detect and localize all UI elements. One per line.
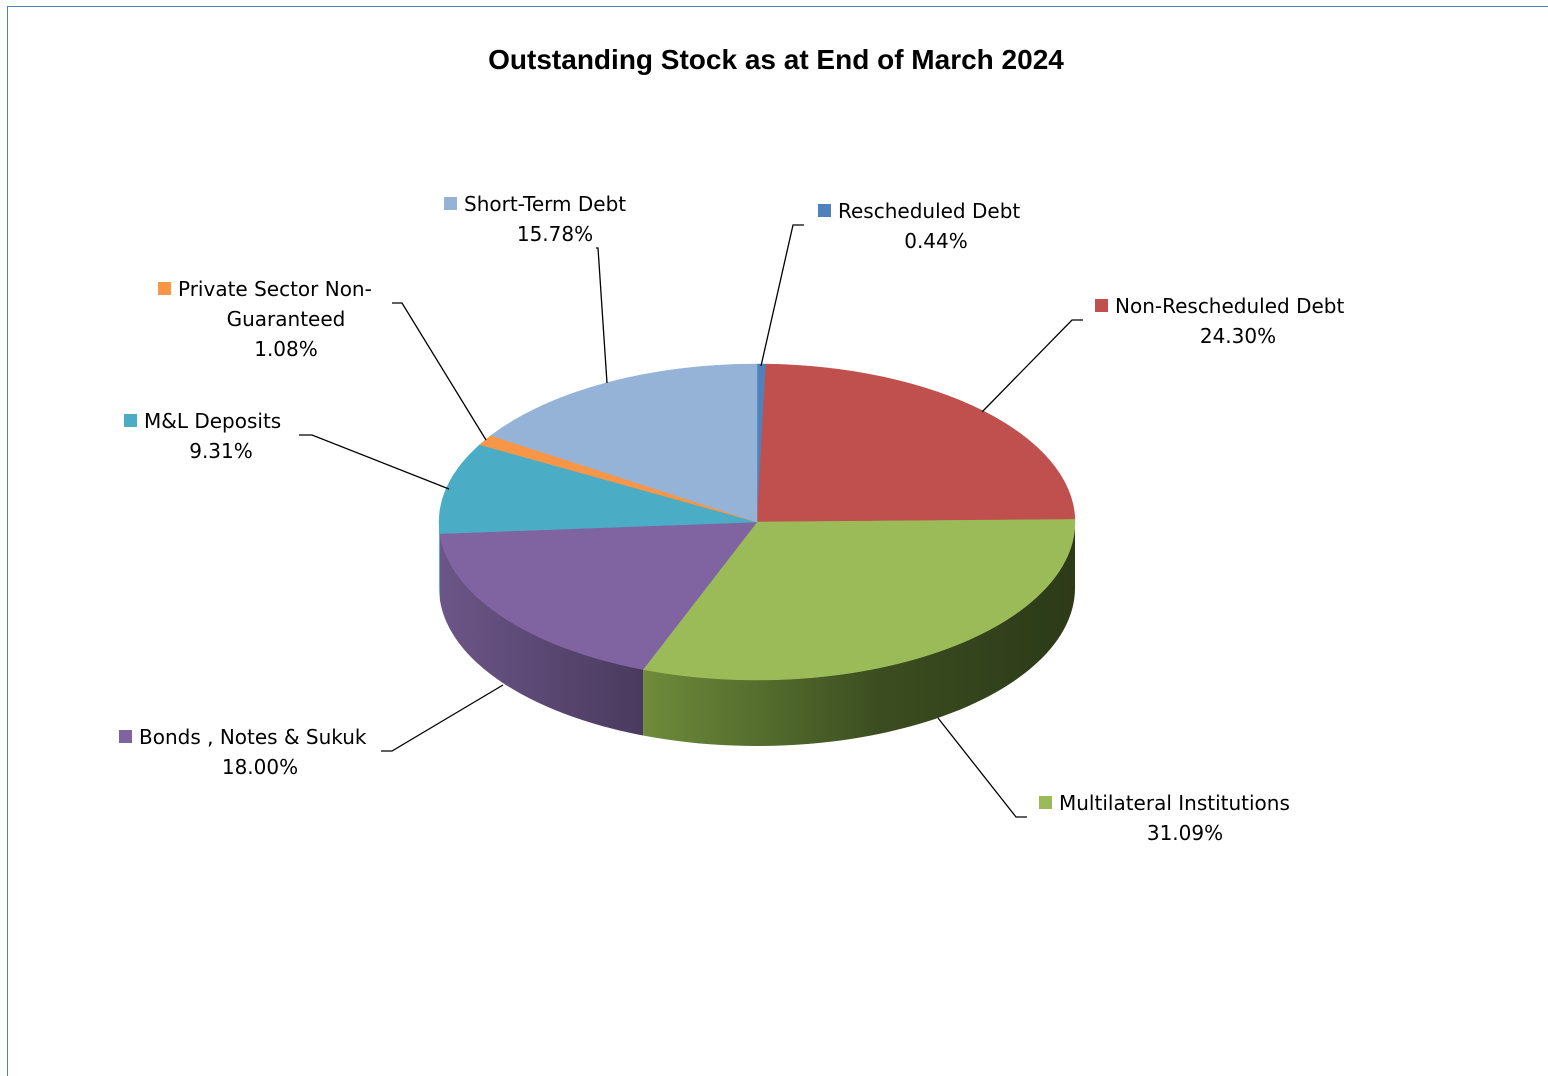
leader-lines bbox=[299, 224, 1083, 818]
category-label-private-sector-non-guaranteed: Guaranteed bbox=[227, 307, 346, 331]
slice-multilateral-institutions bbox=[642, 519, 1076, 681]
side-bonds-notes-sukuk bbox=[439, 533, 644, 736]
category-label-non-rescheduled-debt: Non-Rescheduled Debt bbox=[1115, 294, 1344, 318]
legend-key-multilateral-institutions bbox=[1039, 796, 1052, 809]
category-label-rescheduled-debt: Rescheduled Debt bbox=[838, 199, 1020, 223]
leader-line-non-rescheduled-debt bbox=[981, 319, 1083, 413]
leader-line-m-l-deposits bbox=[299, 434, 450, 490]
legend-key-bonds-notes-sukuk bbox=[119, 730, 132, 743]
pie-sides bbox=[439, 522, 1075, 747]
value-label-m-l-deposits: 9.31% bbox=[189, 439, 253, 463]
legend-key-m-l-deposits bbox=[124, 414, 137, 427]
value-label-short-term-debt: 15.78% bbox=[517, 222, 593, 246]
side-multilateral-institutions bbox=[643, 522, 1075, 747]
value-label-private-sector-non-guaranteed: 1.08% bbox=[254, 337, 318, 361]
slice-short-term-debt bbox=[490, 363, 758, 523]
leader-line-short-term-debt bbox=[596, 247, 608, 384]
slice-bonds-notes-sukuk bbox=[439, 521, 758, 670]
legend-key-short-term-debt bbox=[444, 197, 457, 210]
category-label-private-sector-non-guaranteed: Private Sector Non- bbox=[178, 277, 372, 301]
pie-slices bbox=[438, 363, 1076, 681]
side-m-l-deposits bbox=[439, 522, 440, 600]
value-label-rescheduled-debt: 0.44% bbox=[904, 229, 968, 253]
leader-line-bonds-notes-sukuk bbox=[381, 684, 504, 752]
category-label-short-term-debt: Short-Term Debt bbox=[464, 192, 626, 216]
legend-key-rescheduled-debt bbox=[818, 204, 831, 217]
value-label-bonds-notes-sukuk: 18.00% bbox=[222, 755, 298, 779]
leader-line-private-sector-non-guaranteed bbox=[392, 302, 487, 441]
chart-frame bbox=[7, 6, 1548, 1076]
category-label-bonds-notes-sukuk: Bonds , Notes & Sukuk bbox=[139, 725, 367, 749]
chart-title: Outstanding Stock as at End of March 202… bbox=[488, 44, 1064, 75]
leader-line-multilateral-institutions bbox=[937, 717, 1027, 818]
category-label-multilateral-institutions: Multilateral Institutions bbox=[1059, 791, 1290, 815]
leader-line-rescheduled-debt bbox=[760, 224, 804, 367]
legend-key-non-rescheduled-debt bbox=[1095, 299, 1108, 312]
legend-key-private-sector-non-guaranteed bbox=[158, 282, 171, 295]
slice-non-rescheduled-debt bbox=[756, 363, 1076, 523]
value-label-non-rescheduled-debt: 24.30% bbox=[1200, 324, 1276, 348]
category-label-m-l-deposits: M&L Deposits bbox=[144, 409, 281, 433]
data-labels: Rescheduled Debt 0.44% Non-Rescheduled Deb… bbox=[119, 192, 1344, 845]
value-label-multilateral-institutions: 31.09% bbox=[1147, 821, 1223, 845]
